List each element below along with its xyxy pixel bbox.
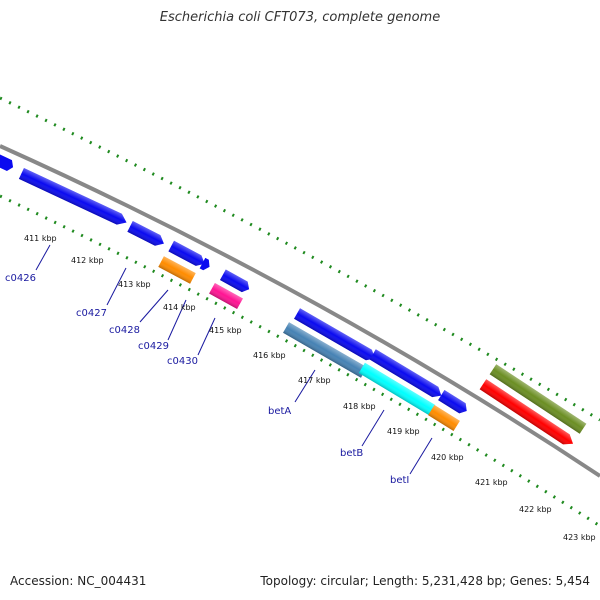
cds-c0427[interactable]	[127, 221, 166, 249]
scale-label: 417 kbp	[298, 376, 331, 385]
map-title: Escherichia coli CFT073, complete genome	[159, 10, 441, 25]
scale-label: 420 kbp	[431, 453, 464, 462]
feature-olive[interactable]	[489, 364, 587, 434]
scale-label: 419 kbp	[387, 427, 420, 436]
forward-features	[479, 364, 587, 449]
cds-betA[interactable]	[294, 308, 378, 363]
accession-text: Accession: NC_004431	[10, 574, 147, 588]
outer-tick-ring	[0, 96, 600, 422]
gene-leader-lines	[35, 244, 433, 475]
gene-label-c0428[interactable]: c0428	[109, 325, 140, 336]
scale-label: 413 kbp	[118, 280, 151, 289]
cds-c0426[interactable]	[18, 168, 129, 228]
gene-label-c0426[interactable]: c0426	[5, 273, 36, 284]
feature-orange-betI[interactable]	[428, 404, 460, 432]
cds-feature[interactable]	[0, 152, 16, 172]
gene-label-c0429[interactable]: c0429	[138, 341, 169, 352]
feature-red[interactable]	[479, 379, 577, 449]
reverse-features	[0, 152, 470, 432]
gene-labels: c0426 c0427 c0428 c0429 c0430 betA betB …	[5, 273, 409, 486]
scale-labels: 411 kbp 412 kbp 413 kbp 414 kbp 415 kbp …	[24, 234, 596, 542]
cds-c0430[interactable]	[219, 269, 252, 294]
scale-label: 415 kbp	[209, 326, 242, 335]
cds-c0428[interactable]	[168, 240, 207, 269]
cds-betB[interactable]	[369, 349, 445, 400]
feature-magenta[interactable]	[209, 282, 243, 310]
scale-label: 412 kbp	[71, 256, 104, 265]
inner-scale-ring	[0, 194, 600, 528]
feature-steelblue[interactable]	[283, 322, 367, 378]
scale-label: 416 kbp	[253, 351, 286, 360]
scale-label: 422 kbp	[519, 505, 552, 514]
scale-label: 418 kbp	[343, 402, 376, 411]
feature-orange-c0429[interactable]	[158, 256, 196, 284]
gene-label-betA[interactable]: betA	[268, 406, 291, 417]
gene-label-betB[interactable]: betB	[340, 448, 363, 459]
topology-text: Topology: circular; Length: 5,231,428 bp…	[260, 574, 590, 588]
scale-label: 411 kbp	[24, 234, 57, 243]
gene-label-c0430[interactable]: c0430	[167, 356, 198, 367]
scale-label: 421 kbp	[475, 478, 508, 487]
gene-label-c0427[interactable]: c0427	[76, 308, 107, 319]
feature-cyan[interactable]	[358, 362, 436, 416]
cds-small[interactable]	[199, 257, 213, 272]
scale-label: 423 kbp	[563, 533, 596, 542]
scale-label: 414 kbp	[163, 303, 196, 312]
genome-backbone	[0, 144, 600, 478]
cds-betI[interactable]	[438, 389, 470, 416]
gene-label-betI[interactable]: betI	[390, 475, 409, 486]
